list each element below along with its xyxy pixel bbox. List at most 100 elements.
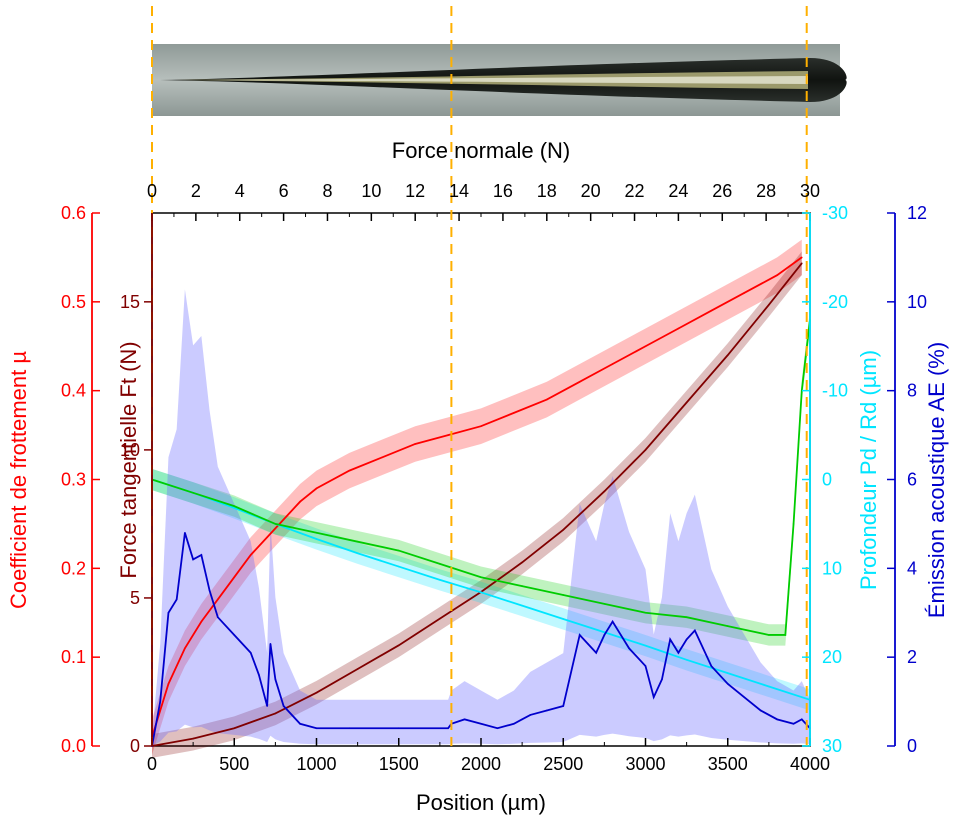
series-point	[480, 576, 482, 579]
series-point	[439, 563, 441, 565]
series-point	[743, 292, 745, 294]
series-error-band	[152, 308, 810, 646]
series-point	[217, 616, 219, 618]
series-point	[776, 274, 778, 276]
series-point	[348, 469, 351, 472]
series-point	[249, 554, 252, 556]
series-point	[274, 523, 277, 525]
series-point	[792, 523, 795, 525]
series-point	[546, 398, 548, 401]
series-point	[685, 638, 688, 641]
series-point	[447, 727, 449, 730]
series-point	[768, 303, 770, 306]
x-bottom-title: Position (µm)	[416, 790, 546, 815]
series-point	[578, 380, 581, 383]
x-top-tick-label: 18	[537, 181, 557, 201]
x-bottom-tick-label: 500	[219, 754, 249, 774]
series-point	[562, 618, 565, 620]
series-point	[677, 327, 680, 330]
series-point	[620, 634, 622, 636]
x-top-tick-label: 12	[405, 181, 425, 201]
series-point	[759, 709, 762, 712]
y_tangential-tick-label: 10	[120, 440, 140, 460]
series-point	[768, 685, 770, 688]
series-point	[595, 651, 597, 654]
series-point	[644, 644, 647, 647]
series-point	[603, 490, 606, 493]
y_depth-tick-label: 0	[822, 470, 832, 490]
series-point	[644, 345, 647, 348]
series-point	[208, 589, 211, 592]
series-point	[710, 309, 713, 312]
series-point	[644, 449, 647, 451]
series-point	[726, 354, 729, 356]
series-point	[521, 561, 523, 564]
series-point	[274, 678, 277, 681]
y_depth-tick-label: 10	[822, 558, 842, 578]
series-point	[513, 722, 515, 725]
y_depth-tick-label: -20	[822, 292, 848, 312]
series-point	[200, 554, 203, 556]
series-point	[521, 604, 523, 607]
series-point	[611, 620, 614, 623]
x-top-tick-label: 22	[625, 181, 645, 201]
x-top-tick-label: 4	[235, 181, 245, 201]
series-point	[726, 683, 729, 685]
y_friction-tick-label: 0.0	[61, 736, 86, 756]
y_depth-tick-label: 30	[822, 736, 842, 756]
x-top-tick-label: 16	[493, 181, 513, 201]
ae-error-band	[152, 289, 810, 746]
y_friction-tick-label: 0.1	[61, 647, 86, 667]
y_ae-tick-label: 2	[907, 647, 917, 667]
series-point	[266, 536, 268, 539]
series-point	[644, 611, 647, 614]
series-point	[628, 647, 630, 650]
series-point	[315, 487, 318, 490]
y_ae-tick-label: 4	[907, 558, 917, 578]
series-point	[315, 538, 318, 540]
y_friction-tick-label: 0.4	[61, 381, 86, 401]
y_friction-tick-label: 0.2	[61, 558, 86, 578]
series-point	[463, 718, 466, 721]
series-point	[562, 594, 565, 596]
series-point	[167, 611, 170, 614]
x-bottom-tick-label: 3500	[708, 754, 748, 774]
series-point	[192, 558, 194, 561]
y_friction-tick-label: 0.6	[61, 203, 86, 223]
series-point	[578, 634, 581, 636]
x-bottom-tick-label: 0	[147, 754, 157, 774]
series-point	[644, 665, 647, 667]
series-point	[685, 401, 688, 404]
y-depth-title: Profondeur Pd / Rd (µm)	[856, 350, 881, 590]
series-point	[397, 644, 400, 647]
series-point	[159, 709, 162, 712]
y_tangential-tick-label: 5	[130, 588, 140, 608]
series-point	[710, 665, 713, 667]
series-point	[192, 737, 194, 740]
series-point	[513, 412, 515, 414]
series-point	[315, 691, 318, 694]
series-point	[217, 598, 219, 601]
series-point	[192, 492, 194, 494]
series-point	[496, 727, 499, 730]
x-top-tick-label: 10	[361, 181, 381, 201]
y_depth-tick-label: -30	[822, 203, 848, 223]
series-point	[315, 532, 318, 534]
series-point	[521, 718, 523, 721]
series-point	[685, 616, 688, 618]
series-point	[800, 718, 803, 721]
x-bottom-tick-label: 3000	[625, 754, 665, 774]
series-point	[694, 629, 696, 632]
series-point	[677, 651, 680, 654]
series-point	[258, 674, 260, 676]
series-point	[562, 529, 565, 531]
y_ae-tick-label: 12	[907, 203, 927, 223]
series-point	[447, 434, 449, 436]
series-point	[726, 625, 729, 627]
series-point	[414, 443, 417, 445]
series-point	[274, 712, 277, 715]
series-point	[356, 540, 359, 543]
series-point	[669, 638, 671, 641]
x-top-tick-label: 28	[756, 181, 776, 201]
